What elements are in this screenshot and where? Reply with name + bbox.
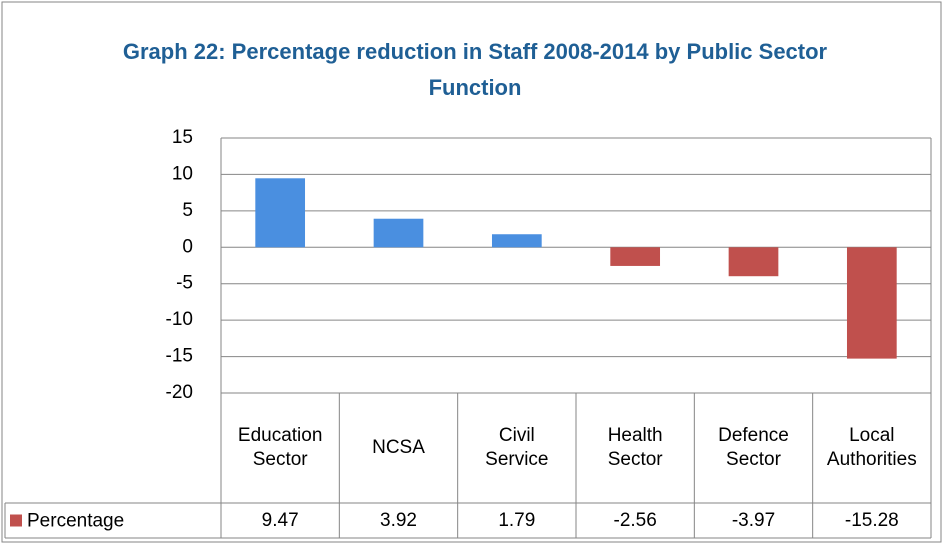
y-tick-label: 5	[182, 200, 193, 221]
value-label-box: -3.97	[731, 509, 776, 531]
category-label: NCSA	[372, 437, 425, 458]
y-tick-label: 10	[172, 163, 193, 184]
y-tick-label: 15	[172, 127, 193, 148]
legend-key	[10, 514, 22, 527]
category-label-box: Education Sector	[237, 425, 323, 470]
category-label: Health Sector	[607, 425, 663, 470]
value-label-box: -15.28	[844, 509, 899, 531]
value-label-box: 1.79	[498, 509, 536, 531]
y-tick-label: -5	[176, 273, 193, 294]
value-label: -15.28	[844, 509, 899, 531]
category-label: Education Sector	[237, 425, 323, 470]
y-tick-label: 0	[182, 236, 193, 257]
bar	[491, 234, 542, 248]
category-label: Civil Service	[485, 425, 549, 470]
legend-label: Percentage	[27, 511, 124, 532]
value-label-box: 3.92	[380, 509, 417, 531]
category-label: Local Authorities	[826, 425, 917, 470]
bar	[846, 247, 897, 359]
value-label: 9.47	[261, 509, 299, 531]
category-label-box: Health Sector	[607, 425, 663, 470]
value-label-box: 9.47	[261, 509, 299, 531]
category-label-box: NCSA	[372, 437, 425, 458]
value-label: 1.79	[498, 509, 536, 531]
category-label-box: Local Authorities	[826, 425, 917, 470]
title-box: Graph 22: Percentage reduction in Staff …	[122, 39, 828, 100]
value-label-box: -2.56	[613, 509, 657, 531]
bar	[255, 178, 306, 248]
value-label: -2.56	[613, 509, 657, 531]
category-label: Defence Sector	[718, 425, 789, 470]
bar	[373, 218, 424, 248]
value-label: -3.97	[731, 509, 776, 531]
value-label: 3.92	[380, 509, 417, 531]
y-tick-label: -10	[166, 309, 193, 330]
bar	[728, 247, 779, 277]
y-tick-label: -15	[166, 346, 193, 367]
category-label-box: Defence Sector	[718, 425, 789, 470]
bar	[610, 247, 661, 266]
category-label-box: Civil Service	[485, 425, 549, 470]
chart-title: Graph 22: Percentage reduction in Staff …	[122, 39, 828, 100]
y-tick-label: -20	[166, 382, 193, 403]
